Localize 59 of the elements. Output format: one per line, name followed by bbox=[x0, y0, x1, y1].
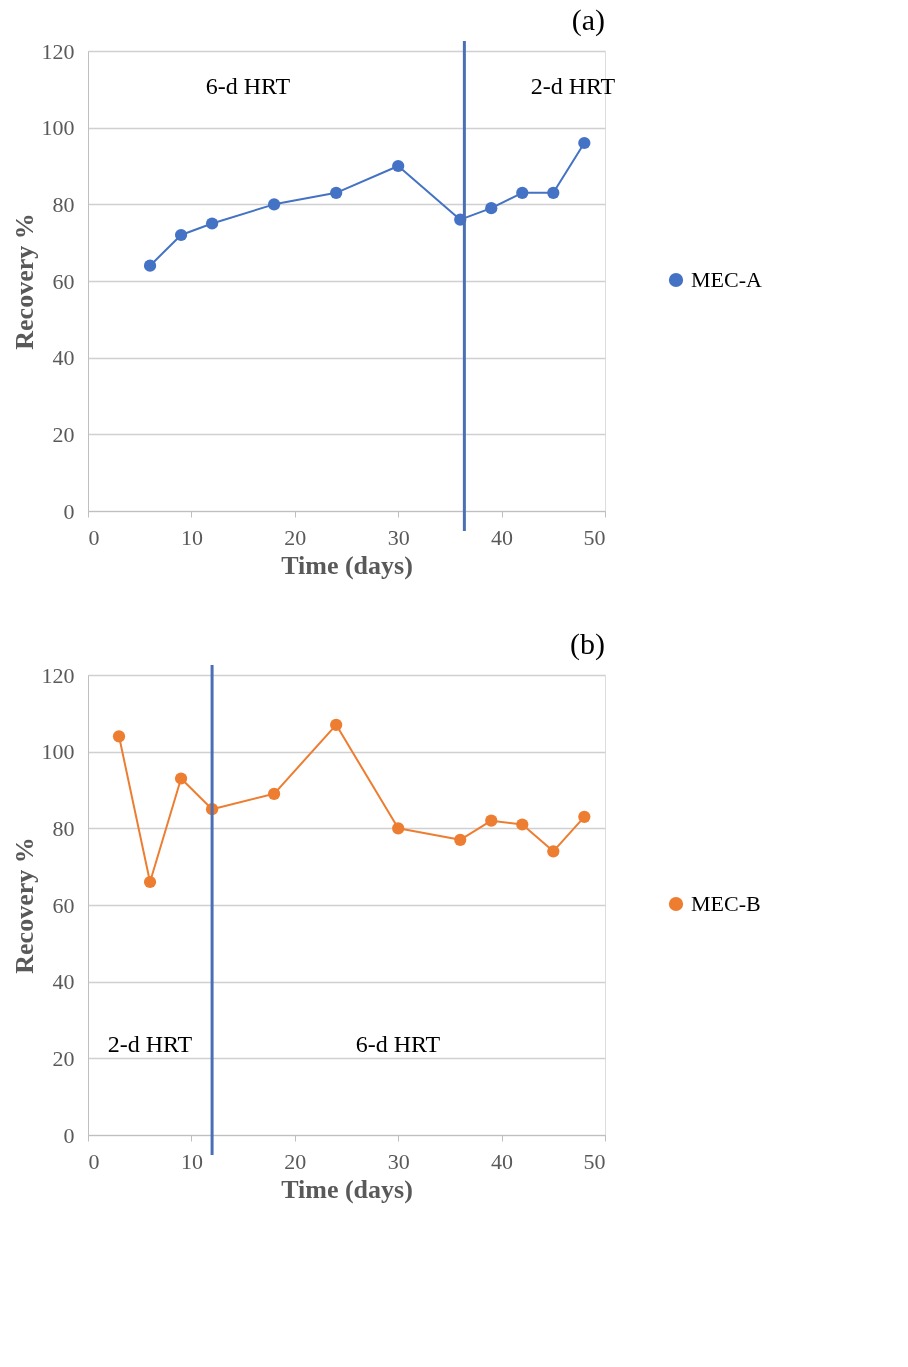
annotation: 2-d HRT bbox=[107, 1031, 193, 1057]
point bbox=[205, 217, 219, 230]
point bbox=[485, 814, 498, 827]
point bbox=[547, 186, 560, 199]
point bbox=[516, 818, 529, 831]
y-tick-label: 100 bbox=[41, 115, 75, 141]
annotation: 2-d HRT bbox=[530, 73, 616, 99]
y-tick-label: 20 bbox=[52, 421, 75, 447]
y-tick-label: 60 bbox=[52, 268, 75, 294]
point bbox=[578, 810, 591, 823]
point bbox=[516, 186, 529, 199]
x-tick-label: 50 bbox=[583, 524, 606, 550]
point bbox=[392, 822, 405, 835]
point bbox=[143, 875, 157, 889]
y-tick-label: 20 bbox=[52, 1045, 75, 1071]
y-tick-label: 100 bbox=[41, 739, 75, 765]
x-tick-label: 40 bbox=[491, 1148, 514, 1174]
y-tick-label: 0 bbox=[63, 1122, 75, 1148]
x-tick-label: 10 bbox=[180, 1148, 203, 1174]
y-tick-label: 120 bbox=[41, 662, 75, 688]
point bbox=[485, 202, 498, 215]
x-axis-title: Time (days) bbox=[281, 1174, 413, 1204]
chart-title: (b) bbox=[570, 626, 605, 661]
y-tick-label: 0 bbox=[63, 498, 75, 524]
annotation: 6-d HRT bbox=[355, 1031, 441, 1057]
annotation: 6-d HRT bbox=[205, 73, 291, 99]
y-tick-label: 40 bbox=[52, 969, 75, 995]
point bbox=[330, 718, 343, 731]
point bbox=[578, 136, 591, 150]
y-tick-label: 60 bbox=[52, 892, 75, 918]
point bbox=[547, 845, 560, 858]
x-tick-label: 20 bbox=[284, 1148, 307, 1174]
x-tick-label: 10 bbox=[180, 524, 203, 550]
point bbox=[268, 787, 281, 800]
y-axis-title: Recovery % bbox=[9, 213, 39, 350]
x-tick-label: 40 bbox=[491, 524, 514, 550]
y-axis-title: Recovery % bbox=[9, 837, 39, 974]
x-axis-title: Time (days) bbox=[281, 550, 413, 580]
point bbox=[454, 833, 467, 846]
x-tick-label: 0 bbox=[88, 524, 100, 550]
y-tick-label: 80 bbox=[52, 191, 75, 217]
x-tick-label: 20 bbox=[284, 524, 307, 550]
y-tick-label: 120 bbox=[41, 38, 75, 64]
point bbox=[174, 772, 188, 785]
point bbox=[143, 259, 157, 272]
point bbox=[112, 730, 126, 743]
x-tick-label: 50 bbox=[583, 1148, 606, 1174]
legend-label: MEC-B bbox=[691, 891, 761, 916]
legend-label: MEC-A bbox=[691, 267, 762, 292]
x-tick-label: 30 bbox=[387, 1148, 410, 1174]
point bbox=[268, 198, 281, 211]
chart-title: (a) bbox=[571, 2, 605, 37]
point bbox=[174, 228, 188, 242]
x-tick-label: 0 bbox=[88, 1148, 100, 1174]
point bbox=[330, 186, 343, 199]
y-tick-label: 80 bbox=[52, 815, 75, 841]
point bbox=[392, 159, 405, 173]
y-tick-label: 40 bbox=[52, 345, 75, 371]
x-tick-label: 30 bbox=[387, 524, 410, 550]
